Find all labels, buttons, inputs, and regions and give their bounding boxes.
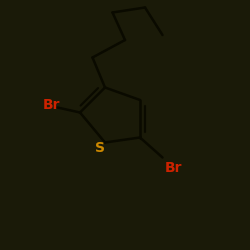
Text: S: S xyxy=(95,140,105,154)
Text: Br: Br xyxy=(42,98,60,112)
Text: Br: Br xyxy=(165,160,182,174)
